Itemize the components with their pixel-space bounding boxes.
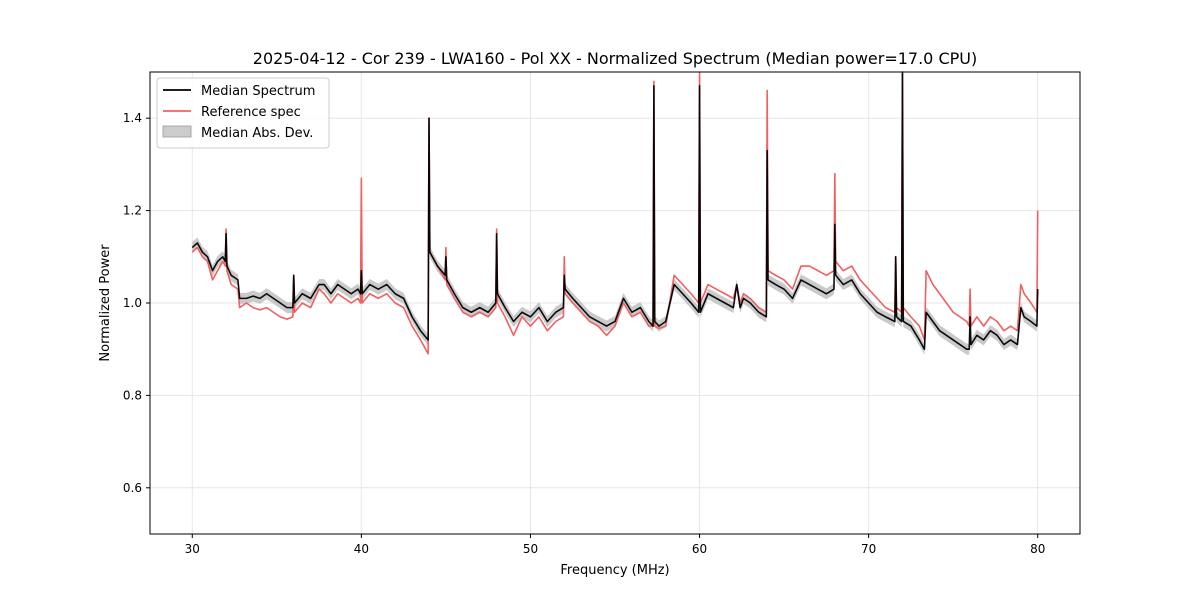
legend-reference-label: Reference spec xyxy=(201,105,301,120)
legend-box xyxy=(156,77,330,149)
tick-layer: 30 40 50 60 70 80 0.6 0.8 1.0 1.2 1.4 xyxy=(123,111,1045,556)
y-tick-label: 1.4 xyxy=(123,111,142,125)
legend-mad-label: Median Abs. Dev. xyxy=(201,126,313,141)
legend: Median Spectrum Reference spec Median Ab… xyxy=(156,77,330,149)
legend-median-label: Median Spectrum xyxy=(201,84,315,99)
x-tick-label: 40 xyxy=(354,542,369,556)
legend-mad-patch-swatch xyxy=(162,125,192,138)
x-tick-label: 30 xyxy=(185,542,200,556)
reference-line-layer xyxy=(191,71,1039,355)
y-tick-label: 0.6 xyxy=(123,481,142,495)
y-tick-label: 1.2 xyxy=(123,204,142,218)
y-axis-label: Normalized Power xyxy=(98,244,113,362)
x-axis-label: Frequency (MHz) xyxy=(560,563,669,578)
x-tick-label: 60 xyxy=(692,542,707,556)
median-spectrum-line xyxy=(191,71,1039,350)
reference-spectrum-line xyxy=(191,71,1039,355)
median-line-layer xyxy=(191,71,1039,350)
grid-layer xyxy=(150,72,1080,534)
x-tick-label: 70 xyxy=(861,542,876,556)
chart-title: 2025-04-12 - Cor 239 - LWA160 - Pol XX -… xyxy=(253,49,977,68)
y-tick-label: 1.0 xyxy=(123,296,142,310)
x-tick-label: 50 xyxy=(523,542,538,556)
y-tick-label: 0.8 xyxy=(123,388,142,402)
x-tick-label: 80 xyxy=(1030,542,1045,556)
